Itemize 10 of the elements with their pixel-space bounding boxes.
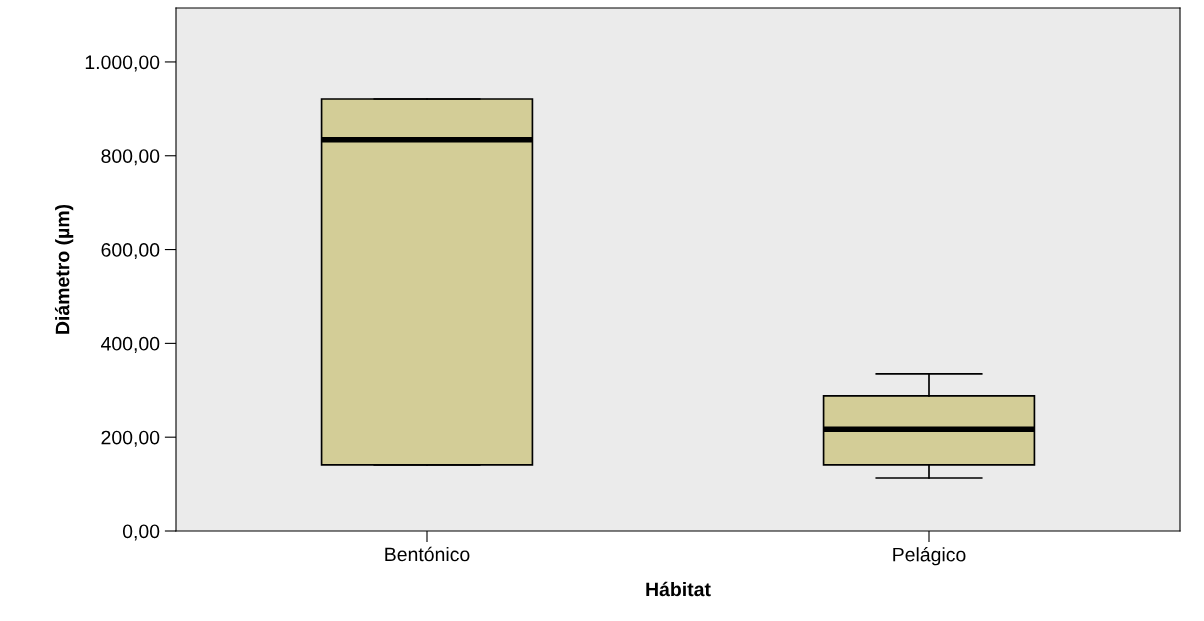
- y-tick-label: 1.000,00: [85, 55, 160, 72]
- y-axis-title: Diámetro (µm): [54, 204, 74, 334]
- y-tick-label: 200,00: [101, 430, 160, 447]
- x-tick-label: Bentónico: [385, 546, 470, 562]
- x-axis-title: Hábitat: [646, 581, 711, 597]
- x-tick-label: Pelágico: [893, 546, 966, 566]
- y-tick-label: 400,00: [101, 336, 160, 353]
- y-tick-label: 0,00: [122, 524, 160, 541]
- y-tick-label: 600,00: [101, 243, 160, 260]
- y-tick-label: 800,00: [101, 149, 160, 166]
